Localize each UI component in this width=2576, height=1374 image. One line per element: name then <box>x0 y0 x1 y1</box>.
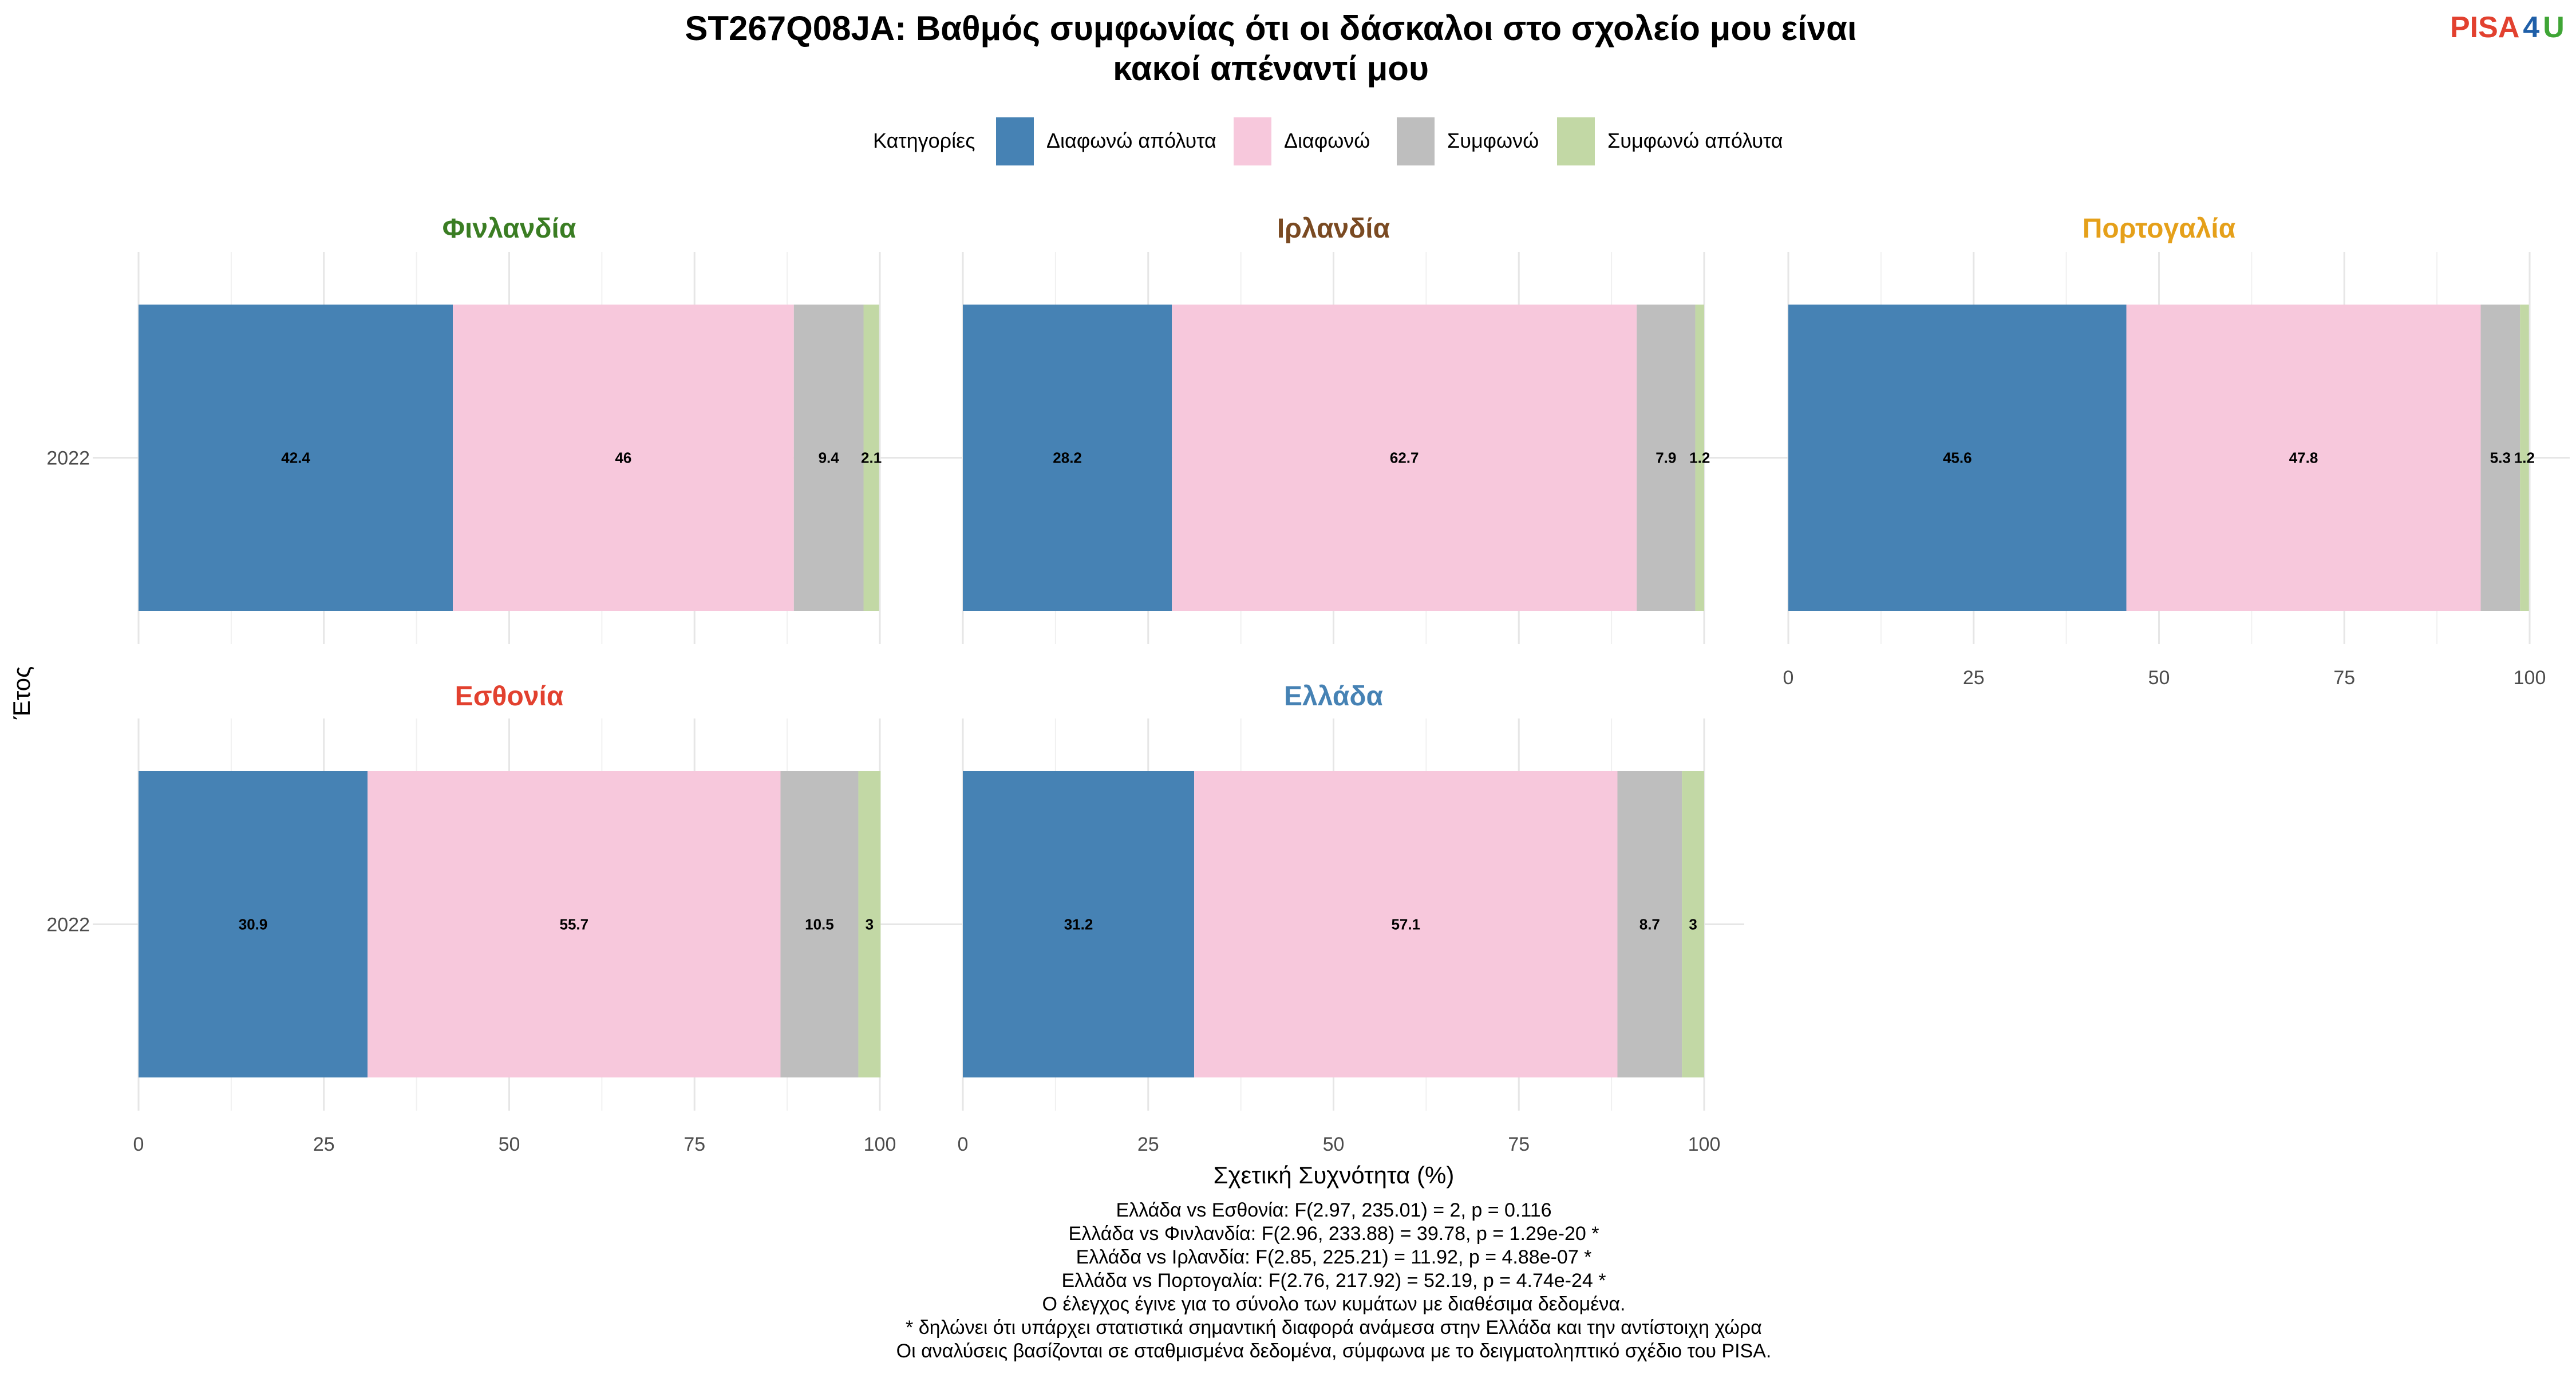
panels: Φινλανδία 42.4 46 9.4 2.1 2022 Ιρλανδία 28.2 62.… <box>46 214 2570 1155</box>
bar-segment <box>453 305 794 611</box>
bar-value-label: 7.9 <box>1656 449 1676 467</box>
x-tick-label: 50 <box>1323 1134 1345 1155</box>
pisa4u-logo: PISA 4 U <box>2450 11 2565 44</box>
legend-swatch <box>996 117 1034 165</box>
x-tick-label: 100 <box>1688 1134 1721 1155</box>
legend-label: Διαφωνώ <box>1284 129 1370 152</box>
bar-segment <box>368 771 781 1077</box>
panel: Πορτογαλία 45.6 47.8 5.3 1.2 0 25 50 75 100 <box>1743 214 2570 689</box>
footnote-line: Ο έλεγχος έγινε για το σύνολο των κυμάτω… <box>1042 1293 1626 1315</box>
chart-title-line-1: ST267Q08JA: Βαθμός συμφωνίας ότι οι δάσκ… <box>685 9 1856 48</box>
bar-segment <box>2480 305 2520 611</box>
bar-segment <box>2126 305 2481 611</box>
panel: Φινλανδία 42.4 46 9.4 2.1 2022 <box>46 214 920 644</box>
x-axis-title: Σχετική Συχνότητα (%) <box>1214 1162 1455 1189</box>
x-tick-label: 50 <box>499 1134 520 1155</box>
panel: Εσθονία 30.9 55.7 10.5 3 2022 0 25 50 75 100 <box>46 681 920 1155</box>
bar-value-label: 30.9 <box>239 916 268 933</box>
bar-value-label: 62.7 <box>1390 449 1419 467</box>
x-tick-label: 100 <box>864 1134 896 1155</box>
bar-segment <box>863 305 879 611</box>
legend-swatch <box>1557 117 1595 165</box>
x-tick-label: 25 <box>313 1134 335 1155</box>
legend-label: Διαφωνώ απόλυτα <box>1046 129 1216 152</box>
footnote-line: Ελλάδα vs Ιρλανδία: F(2.85, 225.21) = 11… <box>1076 1246 1592 1268</box>
bar-value-label: 28.2 <box>1053 449 1082 467</box>
panel: Ιρλανδία 28.2 62.7 7.9 1.2 <box>917 214 1744 644</box>
bar-segment <box>793 305 864 611</box>
footnote-line: Οι αναλύσεις βασίζονται σε σταθμισμένα δ… <box>896 1340 1772 1362</box>
y-tick-label: 2022 <box>46 914 90 936</box>
footnote-line: Ελλάδα vs Φινλανδία: F(2.96, 233.88) = 3… <box>1069 1223 1599 1245</box>
legend-label: Συμφωνώ απόλυτα <box>1607 129 1783 152</box>
bar-segment <box>780 771 859 1077</box>
bar-value-label: 8.7 <box>1639 916 1660 933</box>
x-tick-label: 75 <box>1508 1134 1530 1155</box>
x-tick-label: 0 <box>1783 667 1794 689</box>
bar-value-label: 9.4 <box>819 449 840 467</box>
bar-segment <box>1617 771 1682 1077</box>
logo-part-u: U <box>2543 11 2565 44</box>
bar-value-label: 1.2 <box>1689 449 1710 467</box>
x-tick-label: 0 <box>958 1134 969 1155</box>
legend-title: Κατηγορίες <box>873 129 975 152</box>
bar-value-label: 3 <box>1689 916 1697 933</box>
bar-value-label: 42.4 <box>281 449 310 467</box>
panel: Ελλάδα 31.2 57.1 8.7 3 0 25 50 75 100 <box>917 681 1744 1155</box>
bar-segment <box>1788 305 2127 611</box>
bar-value-label: 46 <box>615 449 631 467</box>
logo-part-pisa: PISA <box>2450 11 2519 44</box>
chart-title-line-2: κακοί απέναντί μου <box>1113 49 1429 88</box>
bar-value-label: 47.8 <box>2289 449 2318 467</box>
x-tick-label: 75 <box>683 1134 705 1155</box>
bar-value-label: 5.3 <box>2490 449 2511 467</box>
bar-segment <box>139 771 368 1077</box>
x-tick-label: 100 <box>2514 667 2546 689</box>
bar-value-label: 1.2 <box>2514 449 2535 467</box>
footnotes: Ελλάδα vs Εσθονία: F(2.97, 235.01) = 2, … <box>896 1199 1772 1362</box>
footnote-line: * δηλώνει ότι υπάρχει στατιστικά σημαντι… <box>906 1317 1762 1339</box>
bar-segment <box>139 305 453 611</box>
bar-segment <box>963 305 1172 611</box>
bar-value-label: 3 <box>866 916 874 933</box>
bar-value-label: 31.2 <box>1064 916 1093 933</box>
bar-segment <box>2520 305 2529 611</box>
legend: Κατηγορίες Διαφωνώ απόλυτα Διαφωνώ Συμφωνώ… <box>873 117 1783 165</box>
bar-segment <box>1194 771 1618 1077</box>
x-tick-label: 0 <box>133 1134 144 1155</box>
legend-swatch <box>1234 117 1271 165</box>
footnote-line: Ελλάδα vs Εσθονία: F(2.97, 235.01) = 2, … <box>1116 1199 1551 1221</box>
panel-title: Πορτογαλία <box>2083 214 2236 244</box>
x-tick-label: 50 <box>2148 667 2170 689</box>
footnote-line: Ελλάδα vs Πορτογαλία: F(2.76, 217.92) = … <box>1062 1270 1606 1292</box>
panel-title: Ελλάδα <box>1284 681 1383 712</box>
logo-part-4: 4 <box>2523 11 2539 44</box>
legend-swatch <box>1397 117 1435 165</box>
bar-value-label: 45.6 <box>1943 449 1972 467</box>
x-tick-label: 75 <box>2333 667 2355 689</box>
panel-title: Εσθονία <box>455 681 564 712</box>
panel-title: Ιρλανδία <box>1277 214 1390 244</box>
bar-segment <box>1172 305 1637 611</box>
bar-segment <box>1695 305 1704 611</box>
panel-title: Φινλανδία <box>442 214 576 244</box>
bar-value-label: 2.1 <box>861 449 882 467</box>
bar-value-label: 55.7 <box>560 916 589 933</box>
bar-segment <box>1637 305 1696 611</box>
bar-segment <box>1682 771 1704 1077</box>
bar-value-label: 57.1 <box>1391 916 1420 933</box>
y-axis-title: Έτος <box>8 666 35 720</box>
bar-segment <box>858 771 881 1077</box>
x-tick-label: 25 <box>1963 667 1985 689</box>
bar-value-label: 10.5 <box>805 916 834 933</box>
y-tick-label: 2022 <box>46 448 90 469</box>
bar-segment <box>963 771 1195 1077</box>
legend-label: Συμφωνώ <box>1447 129 1539 152</box>
x-tick-label: 25 <box>1137 1134 1159 1155</box>
